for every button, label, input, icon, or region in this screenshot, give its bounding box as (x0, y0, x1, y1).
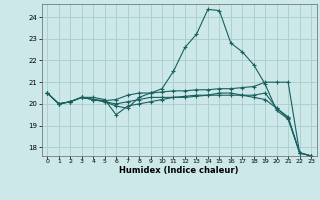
X-axis label: Humidex (Indice chaleur): Humidex (Indice chaleur) (119, 166, 239, 175)
